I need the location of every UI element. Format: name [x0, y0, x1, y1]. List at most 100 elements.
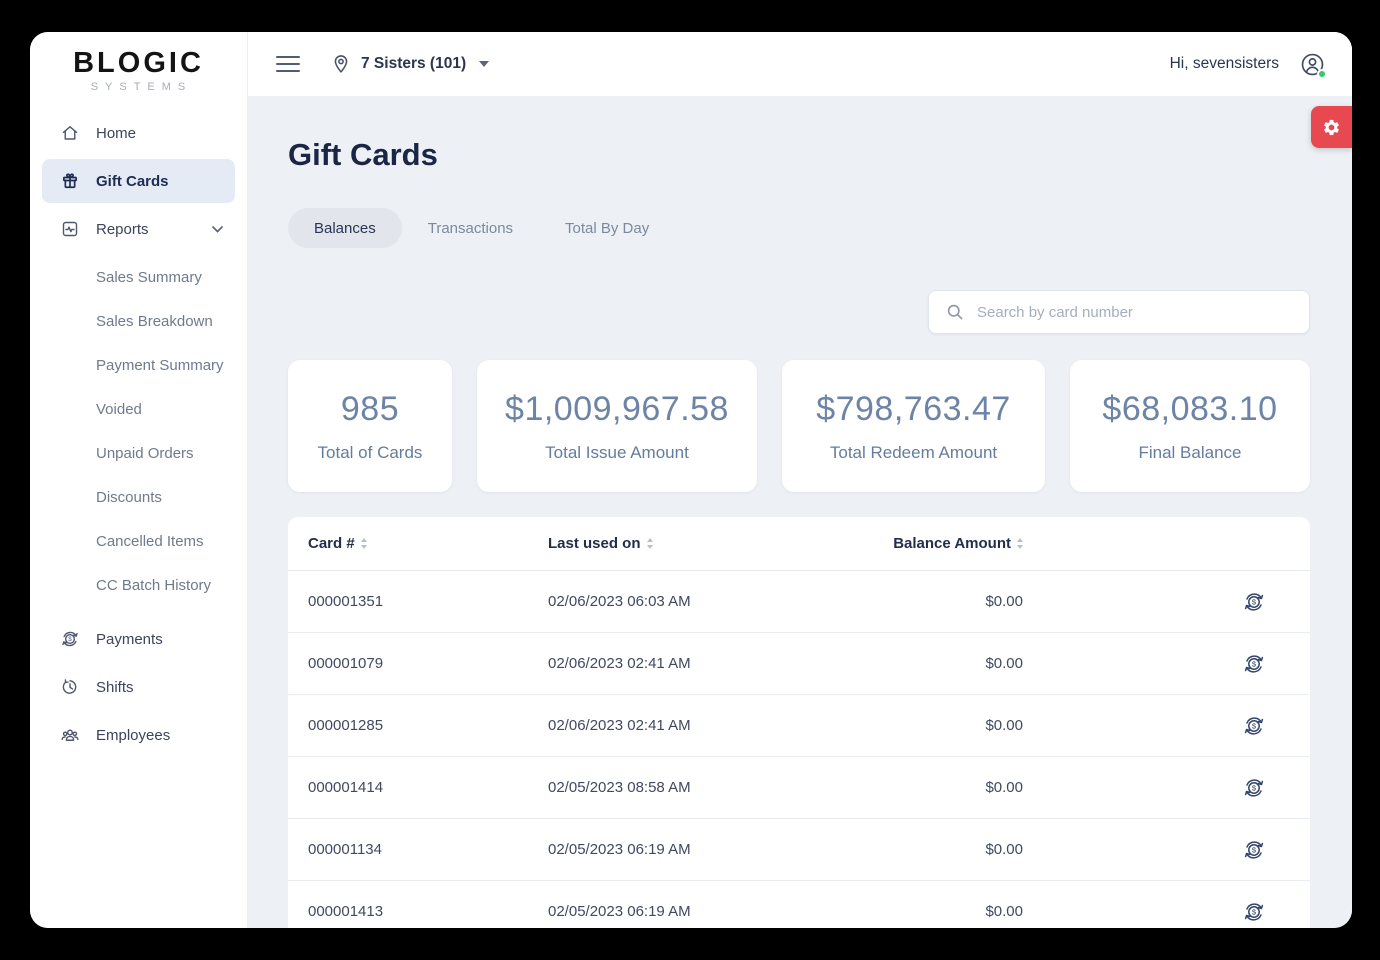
- card-number-cell: 000001134: [308, 841, 382, 858]
- last-used-cell: 02/06/2023 06:03 AM: [548, 593, 691, 610]
- recharge-refund-icon[interactable]: $: [1241, 899, 1267, 925]
- settings-button[interactable]: [1311, 106, 1352, 148]
- sidebar-report-subitem[interactable]: Unpaid Orders: [30, 431, 247, 475]
- search-input[interactable]: [928, 290, 1310, 334]
- stat-value: $68,083.10: [1102, 389, 1278, 428]
- sidebar-report-subitem[interactable]: Sales Summary: [30, 255, 247, 299]
- reports-submenu: Sales Summary Sales Breakdown Payment Su…: [30, 255, 247, 607]
- topbar-right: Hi, sevensisters: [1169, 51, 1327, 79]
- sidebar-item-reports[interactable]: Reports: [42, 207, 235, 251]
- user-avatar[interactable]: [1299, 51, 1327, 79]
- stat-label: Final Balance: [1138, 442, 1242, 462]
- column-header-last-used[interactable]: Last used on: [548, 535, 848, 552]
- balance-cell: $0.00: [985, 903, 1023, 920]
- sidebar-nav: Home Gift Cards Reports Sales Summary: [30, 111, 247, 757]
- hamburger-menu-icon[interactable]: [276, 51, 300, 77]
- brand-logo: BLOGIC SYSTEMS: [30, 32, 247, 93]
- sidebar-item-gift-cards[interactable]: Gift Cards: [42, 159, 235, 203]
- balance-cell: $0.00: [985, 717, 1023, 734]
- balance-cell: $0.00: [985, 779, 1023, 796]
- tab-transactions[interactable]: Transactions: [427, 219, 514, 237]
- sidebar-item-payments[interactable]: $ Payments: [42, 617, 235, 661]
- recharge-refund-icon[interactable]: $: [1241, 775, 1267, 801]
- table-row: 000001079 02/06/2023 02:41 AM $0.00 $: [288, 633, 1310, 695]
- table-row: 000001134 02/05/2023 06:19 AM $0.00 $: [288, 819, 1310, 881]
- report-subitem-label: Payment Summary: [96, 356, 224, 374]
- stat-card: $1,009,967.58 Total Issue Amount: [477, 360, 757, 492]
- sidebar-report-subitem[interactable]: Payment Summary: [30, 343, 247, 387]
- location-label: 7 Sisters (101): [361, 55, 467, 72]
- sidebar-item-label: Shifts: [96, 678, 134, 696]
- balances-table: Card # Last used on Balance Amount 00000…: [288, 517, 1310, 928]
- page-title: Gift Cards: [288, 137, 438, 172]
- tab-total-by-day[interactable]: Total By Day: [565, 219, 650, 237]
- top-bar: 7 Sisters (101) Hi, sevensisters: [248, 32, 1352, 96]
- report-subitem-label: Sales Breakdown: [96, 312, 213, 330]
- svg-text:$: $: [68, 636, 72, 643]
- sidebar: BLOGIC SYSTEMS Home Gift Cards Reports: [30, 32, 248, 928]
- sort-icon: [360, 538, 367, 549]
- sort-icon: [1017, 538, 1023, 549]
- brand-tagline: SYSTEMS: [90, 81, 193, 93]
- gear-icon: [1324, 119, 1339, 135]
- stat-cards: 985 Total of Cards $1,009,967.58 Total I…: [288, 360, 1310, 492]
- sort-icon: [646, 538, 653, 549]
- report-subitem-label: Unpaid Orders: [96, 444, 194, 462]
- last-used-cell: 02/05/2023 06:19 AM: [548, 903, 691, 920]
- user-greeting: Hi, sevensisters: [1169, 55, 1279, 72]
- stat-label: Total Issue Amount: [545, 442, 689, 462]
- stat-value: 985: [340, 389, 400, 428]
- card-number-cell: 000001351: [308, 593, 384, 610]
- report-subitem-label: Cancelled Items: [96, 532, 204, 550]
- sidebar-item-label: Home: [96, 124, 137, 142]
- location-selector[interactable]: 7 Sisters (101): [330, 53, 490, 75]
- gift-icon: [60, 171, 80, 191]
- column-header-balance[interactable]: Balance Amount: [848, 535, 1023, 552]
- balance-cell: $0.00: [985, 593, 1023, 610]
- app-window: BLOGIC SYSTEMS Home Gift Cards Reports: [30, 32, 1352, 928]
- recharge-refund-icon[interactable]: $: [1241, 837, 1267, 863]
- svg-text:$: $: [1252, 721, 1257, 730]
- stat-value: $1,009,967.58: [505, 389, 729, 428]
- reports-icon: [60, 219, 80, 239]
- sidebar-report-subitem[interactable]: Discounts: [30, 475, 247, 519]
- sidebar-item-label: Payments: [96, 630, 163, 648]
- svg-text:$: $: [1252, 845, 1257, 854]
- sidebar-report-subitem[interactable]: CC Batch History: [30, 563, 247, 607]
- sidebar-report-subitem[interactable]: Cancelled Items: [30, 519, 247, 563]
- card-number-cell: 000001079: [308, 655, 384, 672]
- stat-label: Total of Cards: [317, 442, 423, 462]
- chevron-down-icon: [212, 220, 223, 238]
- recharge-refund-icon[interactable]: $: [1241, 589, 1267, 615]
- table-row: 000001285 02/06/2023 02:41 AM $0.00 $: [288, 695, 1310, 757]
- tab-bar: Balances Transactions Total By Day: [288, 208, 1310, 248]
- last-used-cell: 02/05/2023 06:19 AM: [548, 841, 691, 858]
- tab-balances[interactable]: Balances: [288, 208, 402, 248]
- employees-icon: [60, 725, 80, 745]
- table-row: 000001414 02/05/2023 08:58 AM $0.00 $: [288, 757, 1310, 819]
- sidebar-report-subitem[interactable]: Voided: [30, 387, 247, 431]
- report-subitem-label: Voided: [96, 400, 142, 418]
- sidebar-report-subitem[interactable]: Sales Breakdown: [30, 299, 247, 343]
- sidebar-item-home[interactable]: Home: [42, 111, 235, 155]
- recharge-refund-icon[interactable]: $: [1241, 713, 1267, 739]
- sidebar-item-employees[interactable]: Employees: [42, 713, 235, 757]
- home-icon: [60, 123, 80, 143]
- stat-label: Total Redeem Amount: [829, 442, 998, 462]
- svg-text:$: $: [1252, 907, 1257, 916]
- card-number-cell: 000001414: [308, 779, 384, 796]
- table-row: 000001351 02/06/2023 06:03 AM $0.00 $: [288, 571, 1310, 633]
- report-subitem-label: Sales Summary: [96, 268, 202, 286]
- stat-value: $798,763.47: [816, 389, 1011, 428]
- table-body: 000001351 02/06/2023 06:03 AM $0.00 $ 00…: [288, 571, 1310, 928]
- report-subitem-label: CC Batch History: [96, 576, 212, 594]
- svg-text:$: $: [1252, 597, 1257, 606]
- stat-card: $68,083.10 Final Balance: [1070, 360, 1310, 492]
- location-caret-icon: [479, 61, 490, 67]
- last-used-cell: 02/06/2023 02:41 AM: [548, 655, 691, 672]
- recharge-refund-icon[interactable]: $: [1241, 651, 1267, 677]
- search-row: [288, 290, 1310, 334]
- online-status-dot: [1317, 68, 1327, 79]
- column-header-card[interactable]: Card #: [308, 535, 548, 552]
- sidebar-item-shifts[interactable]: Shifts: [42, 665, 235, 709]
